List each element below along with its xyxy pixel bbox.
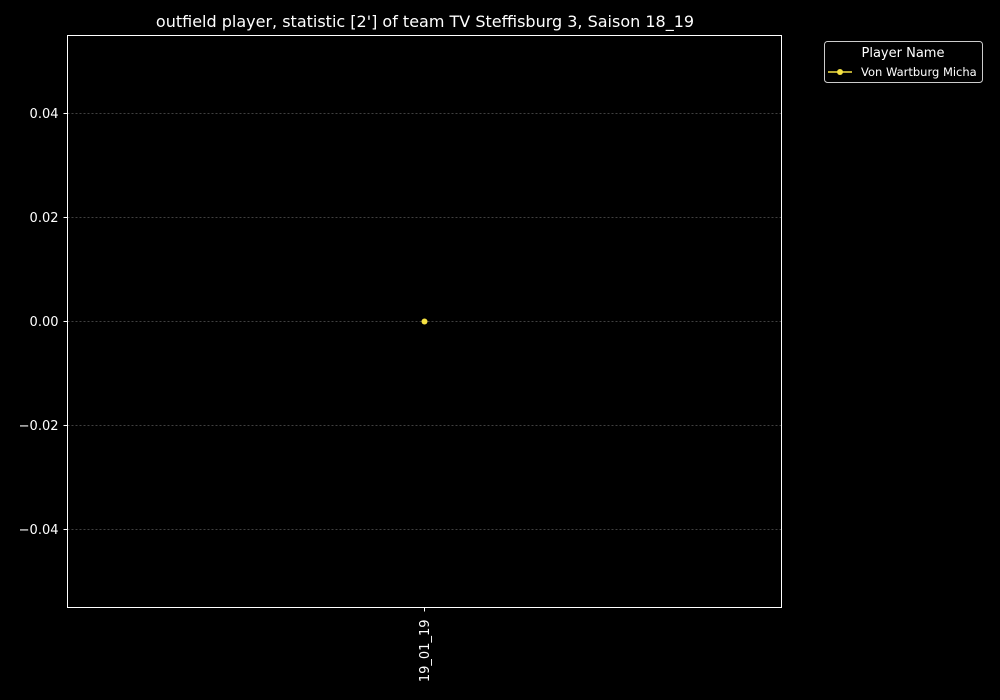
legend-box <box>824 41 983 83</box>
legend-title: Player Name <box>862 46 945 61</box>
y-tick-label: 0.00 <box>30 315 59 330</box>
y-tick-label: 0.02 <box>30 211 59 226</box>
y-tick-label: 0.04 <box>30 107 59 122</box>
x-axis: 19_01_19 <box>418 607 433 683</box>
legend-point-marker-icon <box>837 69 843 75</box>
chart-title: outfield player, statistic [2'] of team … <box>156 12 694 32</box>
data-point <box>421 318 428 325</box>
x-tick-label: 19_01_19 <box>418 620 433 683</box>
legend-entry-label: Von Wartburg Micha <box>861 65 977 79</box>
y-tick-label: −0.04 <box>19 523 59 538</box>
series-layer <box>421 318 428 325</box>
y-axis: −0.04 −0.02 0.00 0.02 0.04 <box>19 107 68 538</box>
y-tick-label: −0.02 <box>19 419 59 434</box>
legend: Player Name Von Wartburg Micha <box>824 41 983 83</box>
